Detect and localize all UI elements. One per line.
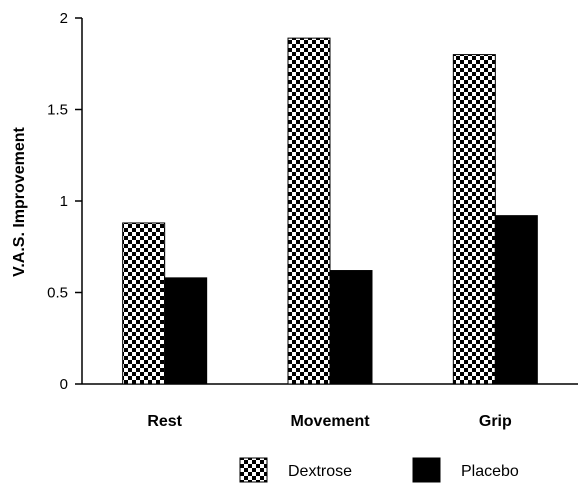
bar-dextrose-movement	[287, 37, 331, 385]
bars	[122, 37, 538, 385]
x-tick-label: Grip	[479, 413, 512, 430]
y-tick-label: 0	[60, 376, 68, 393]
legend-swatch-dextrose	[239, 457, 268, 483]
bar-placebo-movement	[329, 270, 373, 385]
y-tick-label: 2	[60, 10, 68, 27]
x-tick-label: Rest	[147, 413, 182, 430]
legend-swatch-placebo	[412, 457, 441, 483]
legend: Dextrose Placebo	[239, 457, 519, 483]
bar-placebo-rest	[164, 277, 208, 385]
x-tick-labels: Rest Movement Grip	[147, 413, 512, 430]
y-tick-label: 1.5	[47, 102, 68, 119]
x-tick-label: Movement	[290, 413, 370, 430]
bar-dextrose-rest	[122, 222, 166, 385]
legend-label-placebo: Placebo	[461, 463, 519, 480]
y-axis-label: V.A.S. Improvement	[11, 126, 28, 276]
y-tick-label: 1	[60, 193, 68, 210]
bar-placebo-grip	[494, 215, 538, 385]
y-tick-label: 0.5	[47, 285, 68, 302]
legend-label-dextrose: Dextrose	[288, 463, 352, 480]
bar-dextrose-grip	[452, 54, 496, 385]
